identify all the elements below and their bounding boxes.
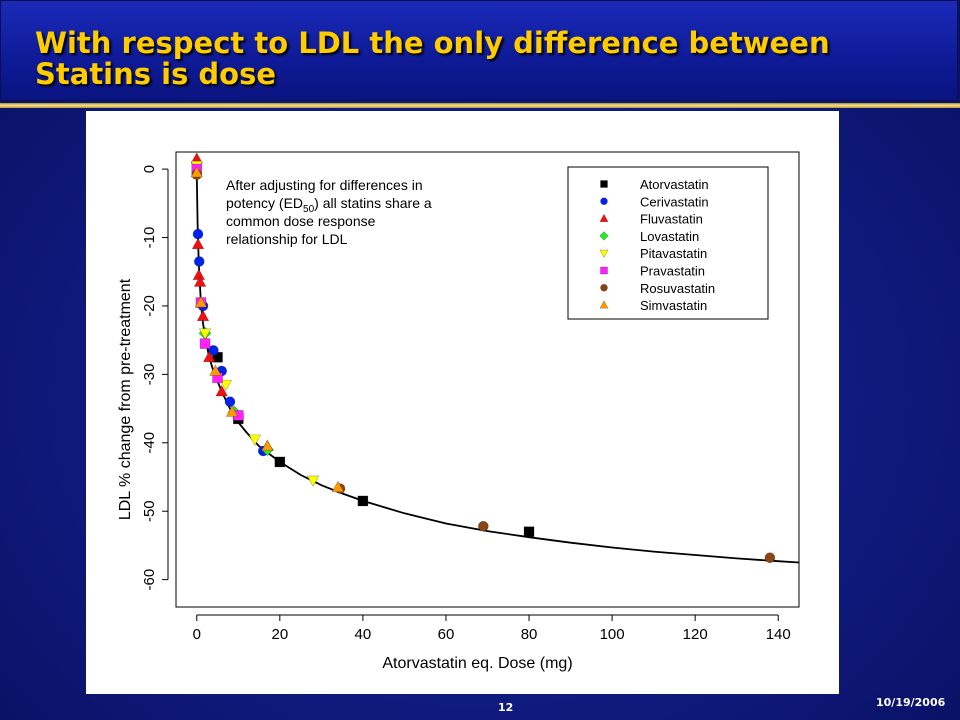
- chart-annotation: After adjusting for differences in poten…: [226, 177, 436, 247]
- legend-label-cerivastatin: Cerivastatin: [640, 194, 709, 209]
- rosuvastatin-point: [478, 520, 489, 532]
- plot-frame: [175, 151, 800, 608]
- y-tick-label: -50: [141, 500, 158, 522]
- pitavastatin-point: [198, 328, 212, 340]
- simvastatin-point: [331, 480, 345, 493]
- slide-date: 10/19/2006: [876, 696, 946, 709]
- pravastatin-point: [199, 338, 211, 349]
- cerivastatin-point: [192, 228, 204, 240]
- pitavastatin-point: [219, 379, 233, 392]
- legend-label-fluvastatin: Fluvastatin: [640, 212, 703, 227]
- x-tick-label: 120: [683, 626, 708, 643]
- legend-label-simvastatin: Simvastatin: [640, 298, 707, 313]
- chart-panel: 0 20 40 60 80 100 120 140 Atorvastatin eq. Dose …: [86, 111, 839, 694]
- legend-box: [567, 166, 769, 320]
- x-tick-label: 0: [193, 626, 201, 643]
- legend-marker-atorvastatin: [600, 180, 608, 188]
- fluvastatin-point: [215, 384, 228, 397]
- simvastatin-point: [194, 295, 208, 308]
- legend-marker-simvastatin: [599, 300, 609, 309]
- title-bar: With respect to LDL the only difference …: [0, 0, 958, 101]
- annotation-line-1: After adjusting for differences in: [226, 177, 423, 193]
- atorvastatin-point: [357, 495, 369, 507]
- annotation-line-2-subscript: 50: [303, 204, 315, 215]
- pitavastatin-point: [306, 475, 320, 488]
- x-tick-label: 60: [438, 626, 455, 643]
- legend-label-pravastatin: Pravastatin: [640, 264, 705, 279]
- plot-frame-layer: [175, 151, 800, 608]
- cerivastatin-point: [208, 345, 219, 356]
- slide-title: With respect to LDL the only difference …: [35, 26, 830, 91]
- y-tick-label: 0: [141, 165, 158, 173]
- annotation-line-4: relationship for LDL: [226, 231, 348, 247]
- x-tick-label: 40: [355, 626, 372, 643]
- x-axis-label: Atorvastatin eq. Dose (mg): [382, 655, 572, 672]
- cerivastatin-point: [193, 256, 205, 267]
- legend-marker-cerivastatin: [600, 197, 608, 206]
- y-tick-label: -60: [141, 569, 158, 591]
- annotation-line-2-post: ) all statins share a: [314, 195, 432, 211]
- atorvastatin-point: [523, 526, 535, 538]
- y-tick-label: -30: [141, 364, 158, 386]
- legend-marker-pravastatin: [600, 266, 608, 275]
- simvastatin-point: [261, 439, 274, 452]
- annotation-line-3: common dose response: [226, 213, 376, 229]
- legend-label-lovastatin: Lovastatin: [640, 229, 699, 244]
- fluvastatin-point: [191, 237, 205, 250]
- y-tick-label: -40: [141, 432, 158, 454]
- legend-marker-rosuvastatin: [600, 284, 608, 292]
- x-tick-label: 80: [521, 626, 538, 643]
- title-divider: [0, 103, 960, 108]
- x-tick-label: 140: [766, 626, 791, 643]
- data-points-layer: [190, 152, 776, 564]
- legend-marker-pitavastatin: [599, 249, 609, 259]
- rosuvastatin-point: [764, 552, 776, 564]
- x-tick-label: 20: [271, 626, 288, 643]
- x-tick-label: 100: [600, 626, 625, 643]
- pitavastatin-point: [248, 434, 262, 446]
- cerivastatin-point: [224, 396, 236, 408]
- simvastatin-point: [225, 405, 239, 417]
- atorvastatin-point: [274, 456, 286, 468]
- y-axis-label: LDL % change from pre-treatment: [117, 278, 134, 520]
- legend-marker-fluvastatin: [599, 213, 609, 223]
- axes-layer: 0 20 40 60 80 100 120 140 Atorvastatin eq. Dose …: [117, 165, 791, 672]
- fluvastatin-point: [202, 350, 216, 363]
- fluvastatin-point: [196, 309, 210, 322]
- y-tick-label: -10: [141, 227, 158, 249]
- simvastatin-point: [209, 364, 222, 376]
- legend-label-atorvastatin: Atorvastatin: [640, 177, 709, 192]
- y-tick-label: -20: [141, 295, 158, 317]
- legend-label-pitavastatin: Pitavastatin: [640, 246, 707, 261]
- page-number: 12: [498, 701, 514, 714]
- legend: Atorvastatin Cerivastatin Fluvastatin Lovas…: [567, 166, 769, 320]
- legend-marker-lovastatin: [599, 231, 609, 241]
- legend-label-rosuvastatin: Rosuvastatin: [640, 281, 715, 296]
- ldl-dose-response-chart: 0 20 40 60 80 100 120 140 Atorvastatin eq. Dose …: [117, 151, 800, 672]
- simvastatin-point: [190, 165, 204, 178]
- annotation-line-2-pre: potency (ED: [226, 195, 303, 211]
- fluvastatin-point: [193, 275, 207, 287]
